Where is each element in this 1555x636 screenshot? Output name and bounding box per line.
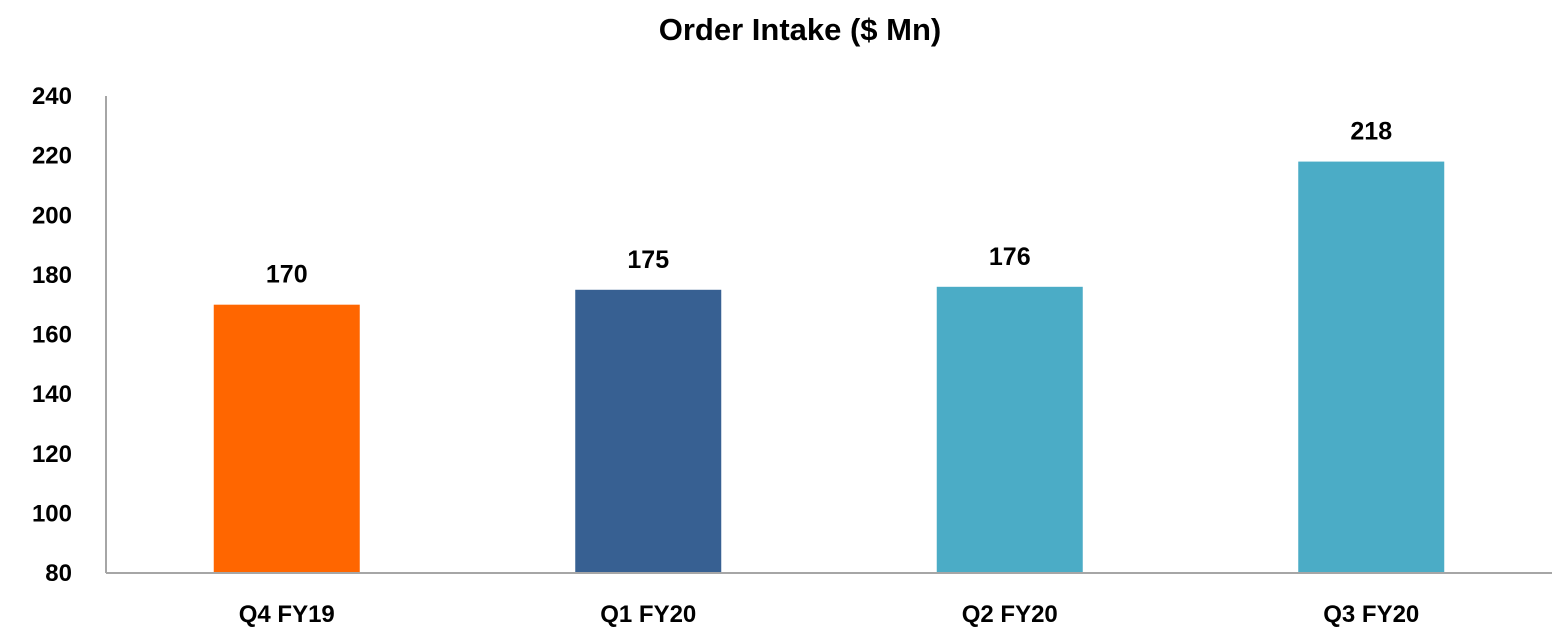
y-axis: 80 100 120 140 160 180 200 220 240 [32, 83, 107, 587]
bars: 170 175 176 218 [213, 118, 1445, 573]
y-tick-label: 180 [32, 262, 72, 289]
data-label: 218 [1350, 118, 1392, 146]
bar-4 [1298, 161, 1445, 573]
y-tick-label: 120 [32, 441, 72, 468]
x-category-label: Q1 FY20 [600, 601, 696, 628]
x-category-label: Q3 FY20 [1323, 601, 1419, 628]
x-category-label: Q2 FY20 [962, 601, 1058, 628]
y-tick-label: 240 [32, 83, 72, 110]
y-tick-label: 160 [32, 322, 72, 349]
y-tick-label: 220 [32, 143, 72, 170]
data-label: 170 [266, 261, 308, 289]
bar-1 [213, 304, 360, 573]
bar-3 [936, 286, 1083, 573]
y-tick-label: 200 [32, 202, 72, 229]
y-tick-label: 80 [45, 560, 72, 587]
bar-2 [575, 289, 722, 573]
y-tick-label: 100 [32, 500, 72, 527]
x-axis: Q4 FY19 Q1 FY20 Q2 FY20 Q3 FY20 [106, 572, 1552, 628]
data-label: 175 [627, 246, 669, 274]
chart-title: Order Intake ($ Mn) [659, 12, 942, 47]
data-label: 176 [989, 243, 1031, 271]
x-category-label: Q4 FY19 [239, 601, 335, 628]
y-tick-label: 140 [32, 381, 72, 408]
